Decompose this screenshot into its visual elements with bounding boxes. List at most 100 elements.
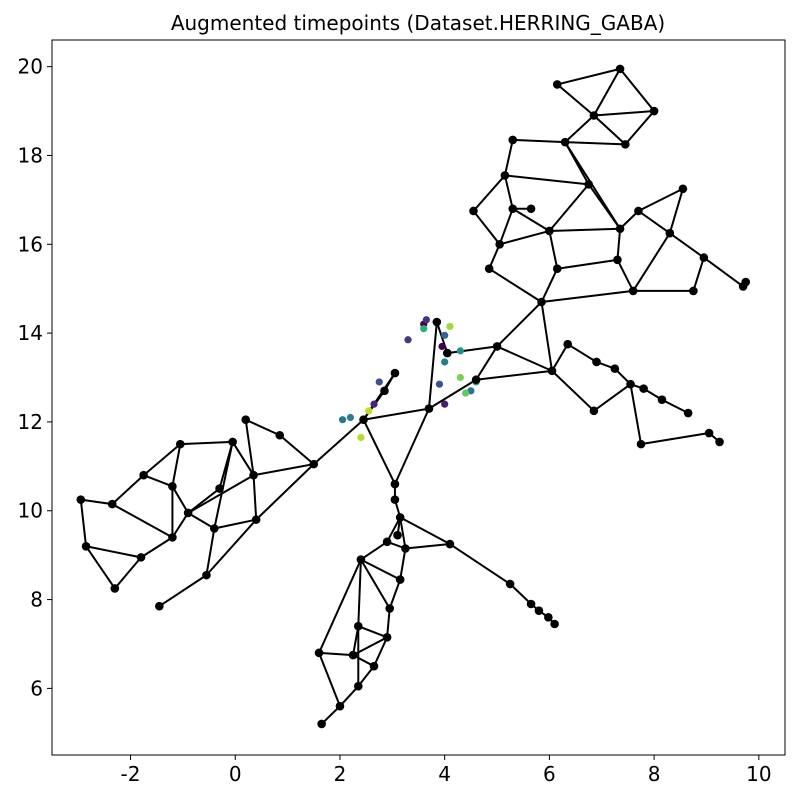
graph-node <box>382 633 392 642</box>
colored-point <box>370 400 378 408</box>
graph-edge <box>504 174 589 186</box>
graph-edge <box>318 651 354 657</box>
colored-point <box>435 380 444 388</box>
colored-point <box>441 358 449 366</box>
graph-node <box>395 575 405 584</box>
graph-node <box>275 430 285 440</box>
graph-node <box>168 482 177 491</box>
graph-edge <box>252 475 258 520</box>
graph-edge <box>79 499 88 547</box>
x-tick-label: -2 <box>121 762 141 786</box>
x-tick-label: 8 <box>648 762 661 786</box>
graph-edge <box>386 608 391 638</box>
graph-edge <box>503 139 514 176</box>
y-tick-label: 16 <box>18 232 43 256</box>
graph-node <box>228 437 237 447</box>
graph-node <box>471 375 481 385</box>
graph-edge <box>114 556 142 590</box>
graph-node <box>610 364 620 373</box>
graph-edge <box>171 485 189 514</box>
graph-edge <box>556 83 595 117</box>
colored-point <box>404 336 412 344</box>
graph-edge <box>373 636 388 667</box>
graph-edge <box>245 418 281 437</box>
graph-edge <box>158 574 208 608</box>
colored-point <box>438 342 446 351</box>
graph-node <box>335 701 345 711</box>
graph-edge <box>339 685 360 707</box>
colored-point <box>346 413 355 422</box>
y-tick-label: 14 <box>18 321 43 345</box>
graph-edge <box>629 384 643 445</box>
graph-edge <box>509 583 532 605</box>
graph-edge <box>362 419 396 485</box>
graph-node <box>183 508 193 518</box>
graph-node <box>395 513 405 522</box>
graph-edge <box>360 541 388 561</box>
graph-edge <box>619 68 655 112</box>
graph-edge <box>551 343 569 372</box>
graph-edge <box>540 268 559 303</box>
graph-edge <box>360 559 391 609</box>
graph-node <box>657 395 667 405</box>
graph-edge <box>313 418 365 465</box>
graph-node <box>353 681 363 691</box>
graph-node <box>547 366 557 376</box>
graph-node <box>560 137 570 147</box>
graph-node <box>390 495 400 504</box>
graph-node <box>544 613 553 622</box>
graph-edge <box>80 498 113 506</box>
graph-edge <box>187 474 255 514</box>
graph-node <box>526 204 536 214</box>
colored-point <box>338 416 347 424</box>
graph-node <box>356 555 366 564</box>
x-tick-label: 2 <box>334 762 347 786</box>
x-tick-label: 6 <box>543 762 556 786</box>
colored-point <box>441 331 449 339</box>
graph-edge <box>255 463 315 521</box>
graph-edge <box>488 243 501 270</box>
graph-node <box>442 348 452 358</box>
graph-edge <box>394 408 430 485</box>
graph-edge <box>428 378 477 410</box>
x-tick-label: 0 <box>229 762 242 786</box>
graph-node <box>175 439 185 449</box>
graph-node <box>424 404 434 413</box>
graph-node <box>626 379 635 389</box>
graph-node <box>390 479 400 489</box>
graph-edge <box>357 625 388 639</box>
graph-edge <box>548 183 590 232</box>
graph-edge <box>692 257 705 292</box>
colored-point <box>462 389 470 397</box>
graph-node <box>689 286 698 296</box>
graph-node <box>155 601 164 611</box>
graph-node <box>636 439 646 449</box>
colored-points-layer <box>338 316 480 442</box>
graph-node <box>249 470 258 480</box>
x-tick-label: 4 <box>438 762 451 786</box>
graph-edge <box>85 545 116 590</box>
graph-node <box>317 719 326 729</box>
graph-edge <box>244 419 255 476</box>
graph-node <box>508 135 518 145</box>
graph-edge <box>180 440 233 446</box>
graph-edge <box>386 516 402 543</box>
graph-edge <box>449 543 511 585</box>
graph-edge <box>318 559 362 654</box>
y-tick-label: 8 <box>30 588 43 612</box>
graph-edge <box>85 545 142 559</box>
graph-edge <box>496 345 553 372</box>
x-axis: -2 0 2 4 6 8 10 <box>121 755 772 786</box>
graph-node <box>314 648 324 658</box>
graph-node <box>202 570 211 580</box>
graph-edge <box>593 383 632 412</box>
graph-node <box>385 604 395 613</box>
graph-edge <box>548 230 559 269</box>
graph-node <box>639 384 648 393</box>
chart-title: Augmented timepoints (Dataset.HERRING_GA… <box>171 11 665 35</box>
graph-edge <box>171 512 189 538</box>
graph-edge <box>357 559 362 627</box>
colored-point <box>456 373 464 382</box>
graph-edge <box>541 289 634 304</box>
